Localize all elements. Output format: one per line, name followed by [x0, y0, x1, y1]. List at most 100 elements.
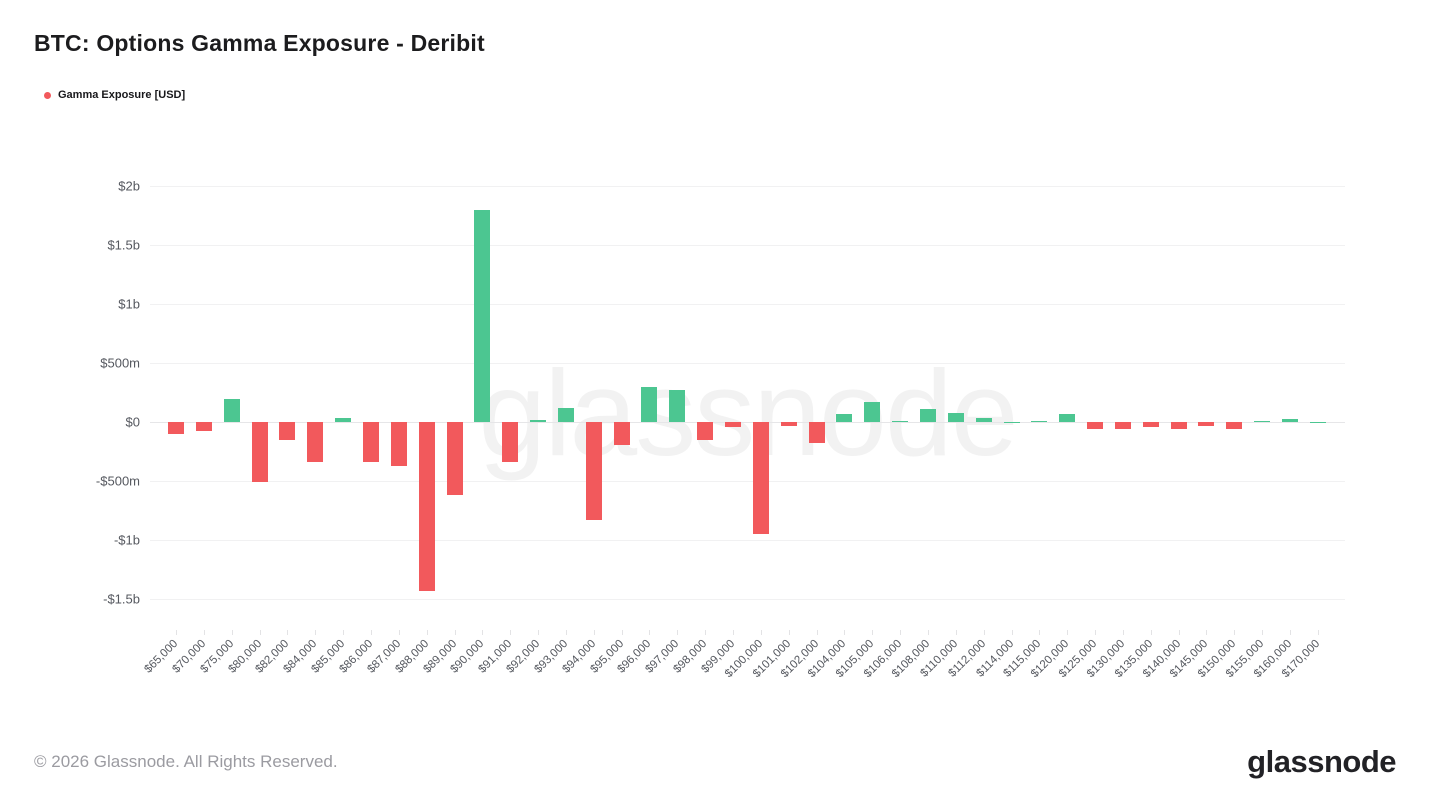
x-axis-tick	[1039, 630, 1041, 635]
x-axis-tick	[927, 630, 929, 635]
x-axis-tick	[287, 630, 289, 635]
x-axis-tick	[370, 630, 372, 635]
bar-87000	[390, 422, 407, 466]
x-axis-tick	[1234, 630, 1236, 635]
x-axis-tick	[1178, 630, 1180, 635]
bar-90000	[474, 210, 491, 422]
bar-88000	[418, 422, 435, 592]
bar-75000	[223, 398, 240, 422]
x-axis-tick	[593, 630, 595, 635]
legend-item-label: Gamma Exposure [USD]	[58, 89, 186, 101]
x-axis-tick	[816, 630, 818, 635]
x-axis-tick	[649, 630, 651, 635]
bar-140000	[1170, 422, 1187, 429]
y-axis-label: -$1.5b	[103, 591, 140, 607]
x-axis-tick	[872, 630, 874, 635]
legend-dot-icon	[44, 91, 51, 99]
x-axis-tick	[955, 630, 957, 635]
y-gridline	[150, 540, 1345, 542]
bar-92000	[530, 420, 547, 422]
x-axis-tick	[1095, 630, 1097, 635]
glassnode-logo: glassnode	[1247, 744, 1396, 779]
y-axis-label: -$500m	[95, 473, 140, 489]
x-axis-tick	[259, 630, 261, 635]
bar-89000	[446, 422, 463, 495]
y-axis-label: $2b	[118, 178, 140, 194]
bar-115000	[1031, 420, 1048, 422]
bar-93000	[557, 407, 574, 422]
bar-85000	[335, 417, 352, 422]
x-axis-tick	[482, 630, 484, 635]
bar-105000	[864, 402, 881, 422]
x-axis-tick	[844, 630, 846, 635]
bar-125000	[1087, 422, 1104, 430]
y-gridline	[150, 185, 1345, 187]
y-gridline	[150, 244, 1345, 246]
bar-160000	[1282, 419, 1298, 422]
page-title: BTC: Options Gamma Exposure - Deribit	[34, 30, 485, 56]
bar-112000	[975, 418, 992, 422]
x-axis-tick	[176, 630, 177, 635]
bar-155000	[1254, 420, 1271, 422]
x-axis-tick	[788, 630, 790, 635]
x-axis-tick	[621, 630, 623, 635]
y-axis-label: $1.5b	[107, 237, 140, 253]
x-axis-tick	[343, 630, 345, 635]
bar-101000	[780, 422, 797, 426]
y-gridline	[150, 481, 1345, 483]
x-axis-tick	[510, 630, 512, 635]
bar-65000	[168, 422, 184, 434]
bar-86000	[362, 422, 379, 462]
x-axis-tick	[1122, 630, 1124, 635]
x-axis-tick	[398, 630, 400, 635]
copyright-text: © 2026 Glassnode. All Rights Reserved.	[34, 752, 338, 771]
bar-84000	[307, 422, 324, 462]
bar-82000	[279, 422, 296, 441]
bar-120000	[1059, 413, 1076, 422]
x-axis-tick	[454, 630, 456, 635]
bar-94000	[585, 422, 602, 521]
legend-item-gamma-exposure[interactable]: Gamma Exposure [USD]	[44, 89, 185, 101]
x-axis-tick	[900, 630, 902, 635]
bar-108000	[919, 408, 936, 422]
y-gridline	[150, 303, 1345, 305]
bar-150000	[1226, 422, 1243, 429]
bar-104000	[836, 413, 853, 422]
x-axis-tick	[203, 630, 205, 635]
y-gridline	[150, 422, 1345, 423]
bar-80000	[251, 422, 268, 483]
bar-106000	[892, 420, 909, 422]
x-axis-tick	[1206, 630, 1208, 635]
y-gridline	[150, 362, 1345, 364]
bar-100000	[752, 422, 769, 534]
bar-91000	[502, 422, 519, 462]
x-axis-tick	[705, 630, 707, 635]
x-axis-tick	[760, 630, 762, 635]
x-axis-tick	[315, 630, 317, 635]
bar-130000	[1114, 422, 1131, 429]
x-axis-tick	[1011, 630, 1013, 635]
bar-145000	[1198, 422, 1215, 426]
y-axis-label: $0	[125, 414, 140, 430]
bar-102000	[808, 422, 825, 443]
x-axis-tick	[733, 630, 734, 635]
bar-70000	[195, 422, 212, 432]
bar-99000	[725, 422, 741, 427]
x-axis-tick	[1150, 630, 1152, 635]
bar-96000	[641, 387, 658, 422]
chart-plot-area: glassnode $2b $1.5b $1b $500m $0 -$500m -$1b -$…	[96, 160, 1345, 680]
y-gridline	[150, 599, 1345, 601]
x-axis-tick	[1262, 630, 1264, 635]
x-axis-tick	[538, 630, 540, 635]
x-axis-tick	[231, 630, 233, 635]
x-axis-tick	[426, 630, 428, 635]
x-axis-tick	[983, 630, 985, 635]
bar-135000	[1142, 422, 1159, 427]
bar-95000	[613, 422, 630, 446]
x-axis-tick	[1067, 630, 1069, 635]
x-axis-tick	[1290, 630, 1291, 635]
y-axis-label: -$1b	[113, 532, 140, 548]
x-axis-tick	[565, 630, 567, 635]
bar-110000	[947, 412, 964, 422]
y-axis-label: $500m	[100, 355, 140, 371]
